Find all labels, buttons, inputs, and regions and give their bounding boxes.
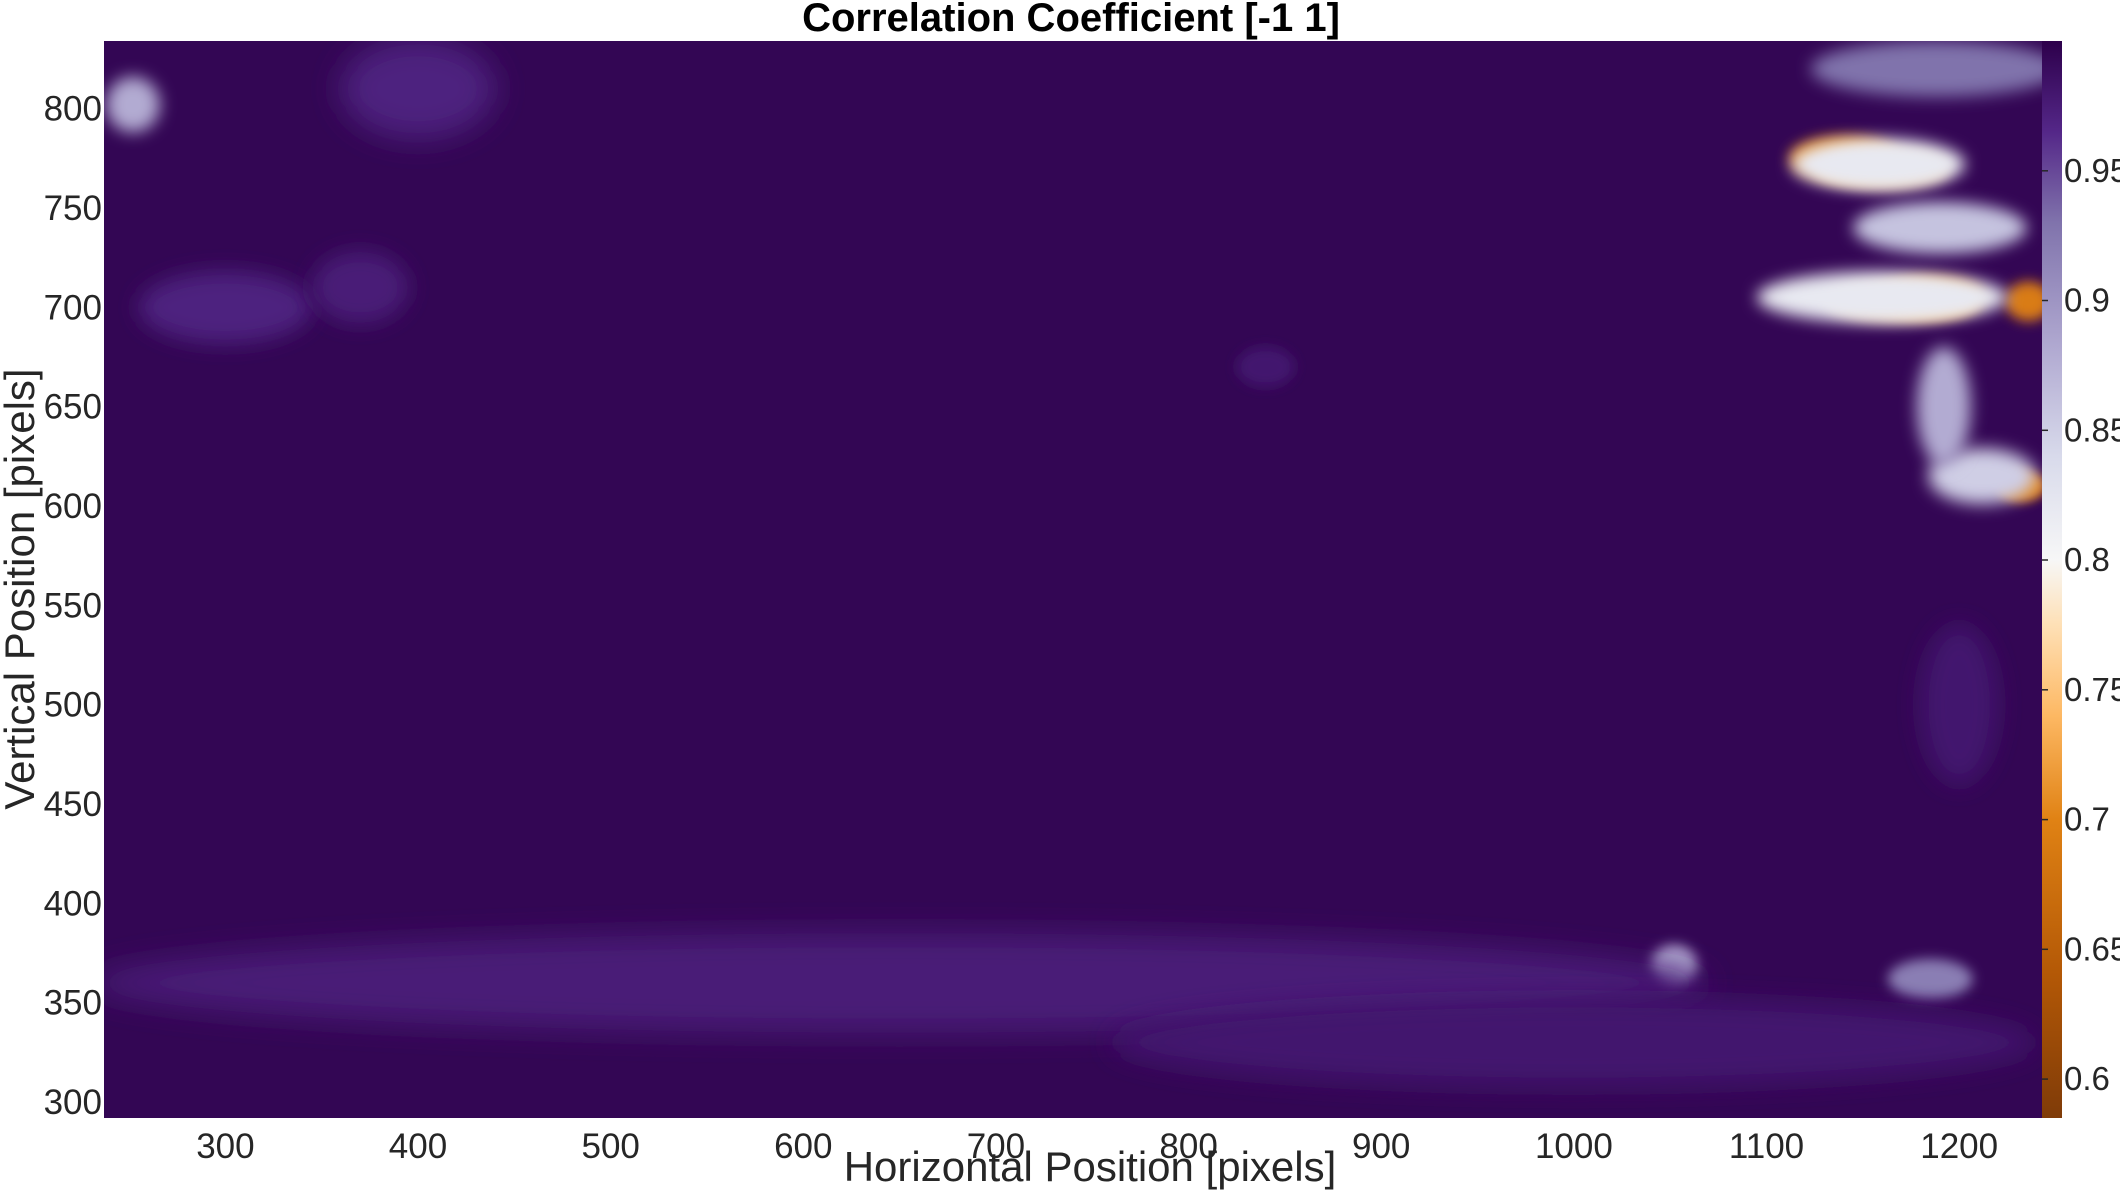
x-tick-label: 400 bbox=[389, 1127, 447, 1166]
heatmap-plot-area bbox=[104, 41, 2042, 1118]
x-tick-label: 300 bbox=[196, 1127, 254, 1166]
x-tick-label: 600 bbox=[774, 1127, 832, 1166]
heatmap-region bbox=[1916, 347, 1971, 467]
heatmap-region bbox=[138, 271, 313, 344]
colorbar-gradient bbox=[2042, 41, 2062, 1118]
heatmap-region bbox=[105, 76, 160, 133]
heatmap-region bbox=[1236, 347, 1295, 387]
heatmap-region bbox=[1791, 138, 1966, 190]
y-tick-label: 450 bbox=[44, 785, 102, 824]
colorbar-tick-label: 0.6 bbox=[2064, 1060, 2110, 1097]
y-tick-label: 700 bbox=[44, 288, 102, 327]
colorbar bbox=[2042, 41, 2062, 1118]
heatmap-region bbox=[1928, 448, 2037, 505]
heatmap-region bbox=[340, 41, 496, 139]
x-tick-label: 1100 bbox=[1729, 1127, 1804, 1166]
colorbar-tick-label: 0.85 bbox=[2064, 411, 2120, 448]
x-tick-label: 900 bbox=[1352, 1127, 1410, 1166]
y-tick-label: 300 bbox=[44, 1083, 102, 1122]
x-tick-label: 700 bbox=[967, 1127, 1025, 1166]
y-tick-label: 750 bbox=[44, 189, 102, 228]
chart-title: Correlation Coefficient [-1 1] bbox=[802, 0, 1340, 40]
y-tick-label: 550 bbox=[44, 586, 102, 625]
colorbar-tick-label: 0.9 bbox=[2064, 282, 2110, 319]
y-tick-label: 500 bbox=[44, 686, 102, 725]
heatmap-region bbox=[312, 251, 409, 324]
colorbar-tick-label: 0.8 bbox=[2064, 541, 2110, 578]
y-tick-label: 800 bbox=[44, 90, 102, 129]
y-tick-label: 600 bbox=[44, 487, 102, 526]
y-tick-label: 400 bbox=[44, 884, 102, 923]
x-tick-label: 800 bbox=[1159, 1127, 1217, 1166]
colorbar-tick-label: 0.75 bbox=[2064, 671, 2120, 708]
x-axis-label: Horizontal Position [pixels] bbox=[844, 1143, 1337, 1190]
y-tick-label: 350 bbox=[44, 984, 102, 1023]
heatmap-region bbox=[1756, 271, 2008, 324]
heatmap-region bbox=[1887, 959, 1973, 999]
heatmap-region bbox=[1853, 202, 2027, 254]
x-tick-label: 500 bbox=[581, 1127, 639, 1166]
colorbar-tick-label: 0.65 bbox=[2064, 930, 2120, 967]
heatmap-region bbox=[1111, 998, 2037, 1087]
heatmap-region bbox=[1810, 41, 2042, 97]
colorbar-tick-label: 0.7 bbox=[2064, 801, 2110, 838]
x-tick-label: 1200 bbox=[1920, 1127, 1998, 1166]
heatmap-region bbox=[2005, 281, 2042, 322]
colorbar-tick-label: 0.95 bbox=[2064, 152, 2120, 189]
x-tick-label: 1000 bbox=[1535, 1127, 1613, 1166]
heatmap-region bbox=[1920, 625, 1998, 785]
y-axis-label: Vertical Position [pixels] bbox=[0, 368, 43, 809]
y-tick-label: 650 bbox=[44, 388, 102, 427]
